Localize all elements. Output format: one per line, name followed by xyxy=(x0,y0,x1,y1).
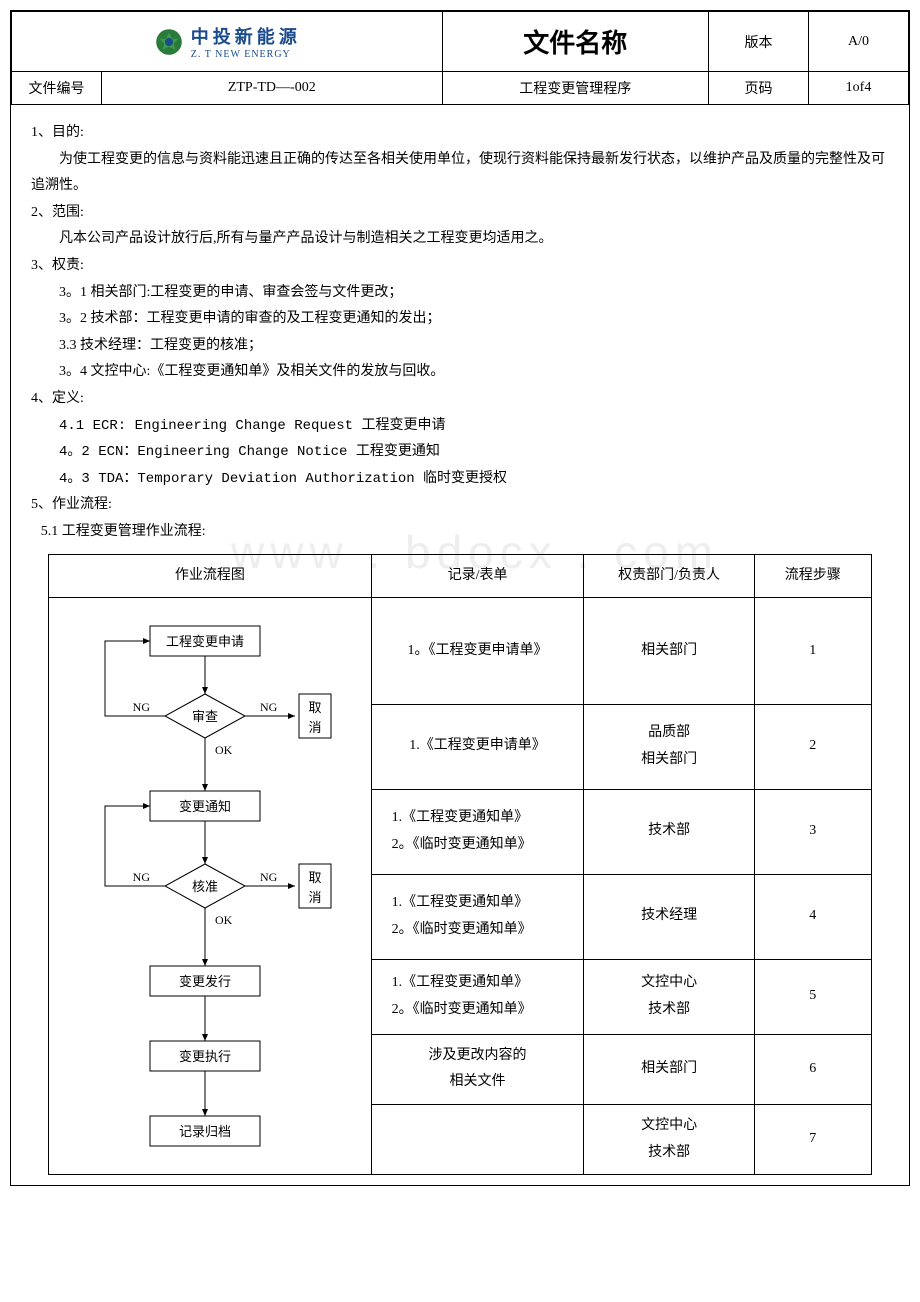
svg-text:记录归档: 记录归档 xyxy=(179,1124,231,1139)
flow-row-4-dept: 技术经理 xyxy=(584,874,754,959)
flow-row-5-dept: 文控中心 技术部 xyxy=(584,959,754,1034)
flow-row-3-step: 3 xyxy=(754,789,871,874)
flowchart-svg: 工程变更申请审查OKNGNG取消变更通知核准OKNGNG取消变更发行变更执行记录… xyxy=(65,606,355,1166)
svg-text:变更执行: 变更执行 xyxy=(179,1049,231,1064)
svg-text:NG: NG xyxy=(260,700,278,714)
section-4-2: 4。2 ECN：Engineering Change Notice 工程变更通知 xyxy=(31,439,889,466)
svg-text:NG: NG xyxy=(260,870,278,884)
flow-row-2-step: 2 xyxy=(754,704,871,789)
logo-cell: 中投新能源 Z. T NEW ENERGY xyxy=(12,12,443,72)
document-body: 1、目的: 为使工程变更的信息与资料能迅速且正确的传达至各相关使用单位，使现行资… xyxy=(11,105,909,1185)
header-table: 中投新能源 Z. T NEW ENERGY 文件名称 版本 A/0 文件编号 Z… xyxy=(11,11,909,105)
flow-row-3-dept: 技术部 xyxy=(584,789,754,874)
section-2-title: 2、范围: xyxy=(31,200,889,227)
svg-text:OK: OK xyxy=(215,743,233,757)
flow-row-1-dept: 相关部门 xyxy=(584,598,754,705)
svg-text:消: 消 xyxy=(308,720,321,735)
svg-text:核准: 核准 xyxy=(192,879,218,894)
doc-subtitle: 工程变更管理程序 xyxy=(442,72,708,105)
svg-text:消: 消 xyxy=(308,890,321,905)
page-label: 页码 xyxy=(709,72,809,105)
svg-text:NG: NG xyxy=(133,870,151,884)
svg-text:NG: NG xyxy=(133,700,151,714)
company-logo-icon xyxy=(153,26,185,58)
flow-row-7-step: 7 xyxy=(754,1104,871,1174)
flow-table: 作业流程图 记录/表单 权责部门/负责人 流程步骤 工程变更申请审查 OK NG NG… xyxy=(48,554,872,1176)
doc-no-value: ZTP-TD—-002 xyxy=(102,72,443,105)
svg-text:审查: 审查 xyxy=(192,709,218,724)
section-5-title: 5、作业流程: xyxy=(31,492,889,519)
svg-text:取: 取 xyxy=(308,700,321,715)
section-3-2: 3。2 技术部：工程变更申请的审查的及工程变更通知的发出； xyxy=(31,306,889,333)
flow-row-5-record: 1.《工程变更通知单》 2。《临时变更通知单》 xyxy=(371,959,584,1034)
flow-row-4-record: 1.《工程变更通知单》 2。《临时变更通知单》 xyxy=(371,874,584,959)
section-3-title: 3、权责: xyxy=(31,253,889,280)
flow-row-2-dept: 品质部 相关部门 xyxy=(584,704,754,789)
doc-title: 文件名称 xyxy=(442,12,708,72)
page-frame: 中投新能源 Z. T NEW ENERGY 文件名称 版本 A/0 文件编号 Z… xyxy=(10,10,910,1186)
section-4-title: 4、定义: xyxy=(31,386,889,413)
flow-row-1-step: 1 xyxy=(754,598,871,705)
svg-text:取: 取 xyxy=(308,870,321,885)
version-label: 版本 xyxy=(709,12,809,72)
flow-row-6-dept: 相关部门 xyxy=(584,1034,754,1104)
section-3-4: 3。4 文控中心:《工程变更通知单》及相关文件的发放与回收。 xyxy=(31,359,889,386)
section-3-1: 3。1 相关部门:工程变更的申请、审查会签与文件更改； xyxy=(31,280,889,307)
flow-th-record: 记录/表单 xyxy=(371,554,584,598)
section-5-1: 5.1 工程变更管理作业流程: xyxy=(31,519,889,546)
logo-text-cn: 中投新能源 xyxy=(191,23,301,49)
flow-row-7-record xyxy=(371,1104,584,1174)
flow-row-1-record: 1。《工程变更申请单》 xyxy=(371,598,584,705)
flow-row-7-dept: 文控中心 技术部 xyxy=(584,1104,754,1174)
section-4-3: 4。3 TDA：Temporary Deviation Authorizatio… xyxy=(31,466,889,493)
flow-th-step: 流程步骤 xyxy=(754,554,871,598)
flow-row-6-record: 涉及更改内容的 相关文件 xyxy=(371,1034,584,1104)
flow-row-2-record: 1.《工程变更申请单》 xyxy=(371,704,584,789)
section-1-body: 为使工程变更的信息与资料能迅速且正确的传达至各相关使用单位，使现行资料能保持最新… xyxy=(31,147,889,200)
page-value: 1of4 xyxy=(809,72,909,105)
flowchart-cell: 工程变更申请审查OKNGNG取消变更通知核准OKNGNG取消变更发行变更执行记录… xyxy=(49,598,371,1175)
svg-text:工程变更申请: 工程变更申请 xyxy=(166,634,244,649)
section-4-1: 4.1 ECR: Engineering Change Request 工程变更… xyxy=(31,413,889,440)
flow-row-4-step: 4 xyxy=(754,874,871,959)
flow-row-3-record: 1.《工程变更通知单》 2。《临时变更通知单》 xyxy=(371,789,584,874)
svg-text:OK: OK xyxy=(215,913,233,927)
logo-text-en: Z. T NEW ENERGY xyxy=(191,49,301,60)
flow-th-chart: 作业流程图 xyxy=(49,554,371,598)
svg-text:变更通知: 变更通知 xyxy=(179,799,231,814)
section-2-body: 凡本公司产品设计放行后,所有与量产产品设计与制造相关之工程变更均适用之。 xyxy=(31,226,889,253)
svg-text:变更发行: 变更发行 xyxy=(179,974,231,989)
flow-row-6-step: 6 xyxy=(754,1034,871,1104)
version-value: A/0 xyxy=(809,12,909,72)
doc-no-label: 文件编号 xyxy=(12,72,102,105)
section-1-title: 1、目的: xyxy=(31,120,889,147)
flow-row-5-step: 5 xyxy=(754,959,871,1034)
section-3-3: 3.3 技术经理：工程变更的核准； xyxy=(31,333,889,360)
flow-th-dept: 权责部门/负责人 xyxy=(584,554,754,598)
